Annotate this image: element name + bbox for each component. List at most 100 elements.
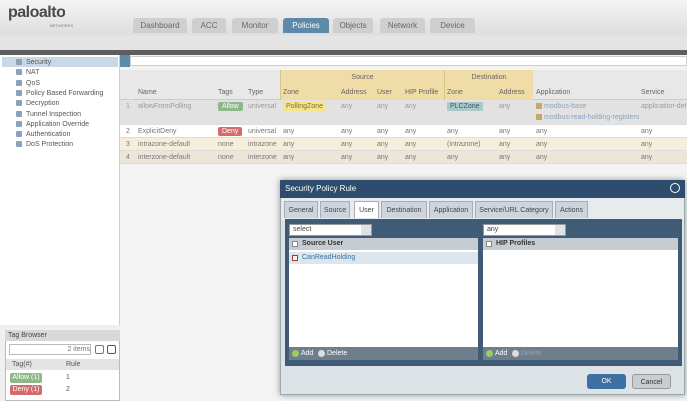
cell: universal xyxy=(248,103,277,110)
dialog-title-bar xyxy=(280,180,685,198)
sidebar-item[interactable]: Decryption xyxy=(26,100,60,108)
column-header: Address xyxy=(499,89,525,96)
cell: none xyxy=(218,141,234,148)
sidebar-highlight xyxy=(2,57,118,67)
tag-button[interactable] xyxy=(107,345,116,354)
cell: any xyxy=(341,141,353,148)
nav-tab[interactable]: Device xyxy=(430,18,475,33)
dropdown[interactable]: any xyxy=(483,224,566,236)
sidebar-icon xyxy=(16,79,22,86)
dialog-tab[interactable]: General xyxy=(284,201,318,218)
list-footer xyxy=(289,347,478,360)
tag-rule: 2 xyxy=(66,386,70,393)
ok-button[interactable]: OK xyxy=(587,374,626,389)
dialog-tab[interactable]: User xyxy=(354,201,379,218)
cancel-button[interactable]: Cancel xyxy=(632,374,671,389)
cell: any xyxy=(283,141,295,148)
add-icon xyxy=(292,350,299,357)
row-number: 2 xyxy=(126,128,130,135)
divider xyxy=(0,50,687,55)
table-row xyxy=(120,100,687,125)
cell: any xyxy=(405,103,417,110)
dialog-tab[interactable]: Application xyxy=(429,201,473,218)
cell: any xyxy=(536,141,548,148)
cell: any xyxy=(377,128,389,135)
delete-button[interactable]: Delete xyxy=(327,350,348,357)
cell: interzone xyxy=(248,154,277,161)
sidebar-item[interactable]: QoS xyxy=(26,79,41,87)
dialog-title: Security Policy Rule xyxy=(285,184,357,193)
sidebar-item[interactable]: NAT xyxy=(26,69,40,77)
sidebar-icon xyxy=(16,69,22,76)
help-icon[interactable] xyxy=(670,183,680,193)
nav-tab[interactable]: Objects xyxy=(333,18,373,33)
cell: any xyxy=(641,154,653,161)
cell: any xyxy=(499,154,511,161)
list-header-text: HIP Profiles xyxy=(496,240,536,247)
column-header: Type xyxy=(248,89,264,96)
application: modbus-base xyxy=(544,103,587,110)
application: modbus-read-holding-registers xyxy=(544,114,640,121)
cell: application-default xyxy=(641,103,686,110)
sidebar-icon xyxy=(16,110,22,117)
nav-tab[interactable]: Policies xyxy=(283,18,329,33)
checkbox[interactable] xyxy=(292,255,298,261)
cell: any xyxy=(341,128,353,135)
delete-button[interactable]: Delete xyxy=(521,350,542,357)
column-header: Name xyxy=(138,89,157,96)
dropdown[interactable]: select xyxy=(289,224,372,236)
list-footer xyxy=(483,347,678,360)
sidebar-item[interactable]: Application Override xyxy=(26,120,90,128)
cell: any xyxy=(499,103,511,110)
cell: any xyxy=(536,128,548,135)
sidebar-icon xyxy=(16,100,22,107)
list-header xyxy=(289,238,478,250)
tag-header xyxy=(6,359,119,370)
cell: any xyxy=(447,154,459,161)
cell: Allow xyxy=(218,102,243,111)
nav-tab[interactable]: Monitor xyxy=(232,18,278,33)
sidebar-item[interactable]: Tunnel Inspection xyxy=(26,110,81,118)
add-button[interactable]: Add xyxy=(301,350,314,357)
dialog-tab[interactable]: Actions xyxy=(555,201,588,218)
sidebar-item[interactable]: Policy Based Forwarding xyxy=(26,89,104,97)
cell: any xyxy=(405,141,417,148)
dialog-tab[interactable]: Service/URL Category xyxy=(475,201,553,218)
add-button[interactable]: Add xyxy=(495,350,508,357)
nav-tab[interactable]: Dashboard xyxy=(133,18,187,33)
sidebar-icon xyxy=(16,59,22,65)
cell: any xyxy=(405,128,417,135)
tag-pill[interactable]: Allow (1) xyxy=(10,373,42,383)
sidebar-icon xyxy=(16,89,22,96)
cell: universal xyxy=(248,128,277,135)
checkbox[interactable] xyxy=(486,241,492,247)
cell: any xyxy=(405,154,417,161)
nav-tab[interactable]: ACC xyxy=(192,18,226,33)
app-icon xyxy=(536,114,542,120)
sidebar-icon xyxy=(16,120,22,127)
cell: any xyxy=(377,154,389,161)
cell: any xyxy=(377,141,389,148)
cell: PLCZone xyxy=(447,102,483,111)
tag-pill[interactable]: Deny (1) xyxy=(10,385,42,395)
tag-button[interactable] xyxy=(95,345,104,354)
logo: paloalto xyxy=(8,4,66,21)
list-header-text: Source User xyxy=(302,240,344,247)
table-row xyxy=(120,125,687,138)
sidebar xyxy=(0,55,120,325)
sidebar-item[interactable]: DoS Protection xyxy=(26,141,74,149)
nav-tab[interactable]: Network xyxy=(380,18,425,33)
checkbox[interactable] xyxy=(292,241,298,247)
dialog-tab[interactable]: Source xyxy=(320,201,350,218)
list-item: CanReadHolding xyxy=(302,254,356,261)
dialog-tab[interactable]: Destination xyxy=(381,201,427,218)
cell: any xyxy=(641,141,653,148)
sidebar-item[interactable]: Authentication xyxy=(26,131,71,139)
list-panel xyxy=(483,238,678,360)
search-input[interactable] xyxy=(130,56,687,66)
sidebar-item[interactable]: Security xyxy=(26,59,52,66)
column-header: HIP Profile xyxy=(405,89,439,96)
app-icon xyxy=(536,103,542,109)
column-header: Tags xyxy=(218,89,233,96)
